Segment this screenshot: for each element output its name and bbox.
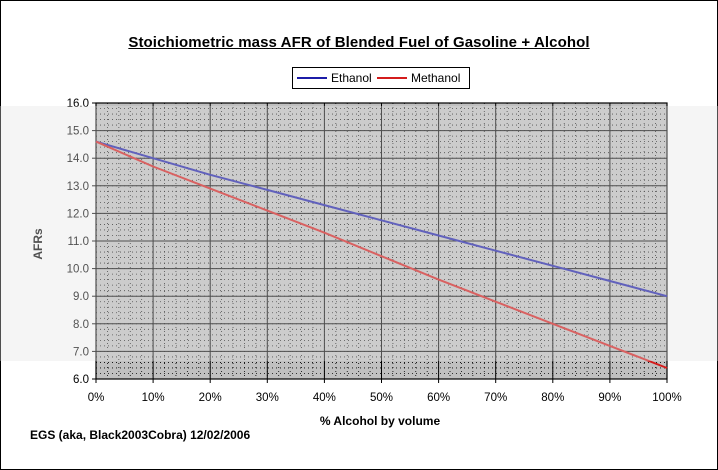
series-line-methanol (95, 140, 668, 369)
author-credit: EGS (aka, Black2003Cobra) 12/02/2006 (30, 428, 251, 442)
y-tick-label: 12.0 (67, 208, 89, 220)
x-tick-label: 100% (652, 392, 681, 404)
y-tick-label: 6.0 (73, 374, 89, 386)
x-tick-label: 60% (427, 392, 450, 404)
y-tick-label: 10.0 (67, 264, 89, 276)
x-axis-label: % Alcohol by volume (319, 414, 441, 428)
legend-item-ethanol: Ethanol (297, 70, 372, 86)
y-tick-label: 7.0 (73, 346, 89, 358)
y-tick-label: 14.0 (67, 153, 89, 165)
x-tick-label: 10% (142, 392, 165, 404)
x-tick-label: 50% (370, 392, 393, 404)
x-tick-label: 30% (256, 392, 279, 404)
legend-swatch-methanol (377, 77, 407, 79)
y-tick-label: 15.0 (67, 126, 89, 138)
legend-item-methanol: Methanol (377, 70, 460, 86)
y-tick-label: 13.0 (67, 181, 89, 193)
y-tick-label: 8.0 (73, 319, 89, 331)
x-tick-label: 40% (313, 392, 336, 404)
legend-label-methanol: Methanol (411, 71, 461, 85)
x-tick-label: 20% (199, 392, 222, 404)
y-tick-label: 9.0 (73, 291, 89, 303)
chart-title: Stoichiometric mass AFR of Blended Fuel … (128, 34, 590, 51)
series-line-ethanol (95, 140, 668, 298)
x-tick-label: 80% (541, 392, 564, 404)
y-tick-label: 16.0 (67, 98, 89, 110)
x-tick-label: 90% (598, 392, 621, 404)
x-tick-label: 70% (484, 392, 507, 404)
y-axis-label: AFRs (31, 228, 45, 260)
legend-swatch-ethanol (297, 77, 327, 79)
x-tick-label: 0% (88, 392, 105, 404)
y-tick-label: 11.0 (67, 236, 89, 248)
chart-legend: Ethanol Methanol (292, 67, 470, 89)
legend-label-ethanol: Ethanol (331, 71, 372, 85)
